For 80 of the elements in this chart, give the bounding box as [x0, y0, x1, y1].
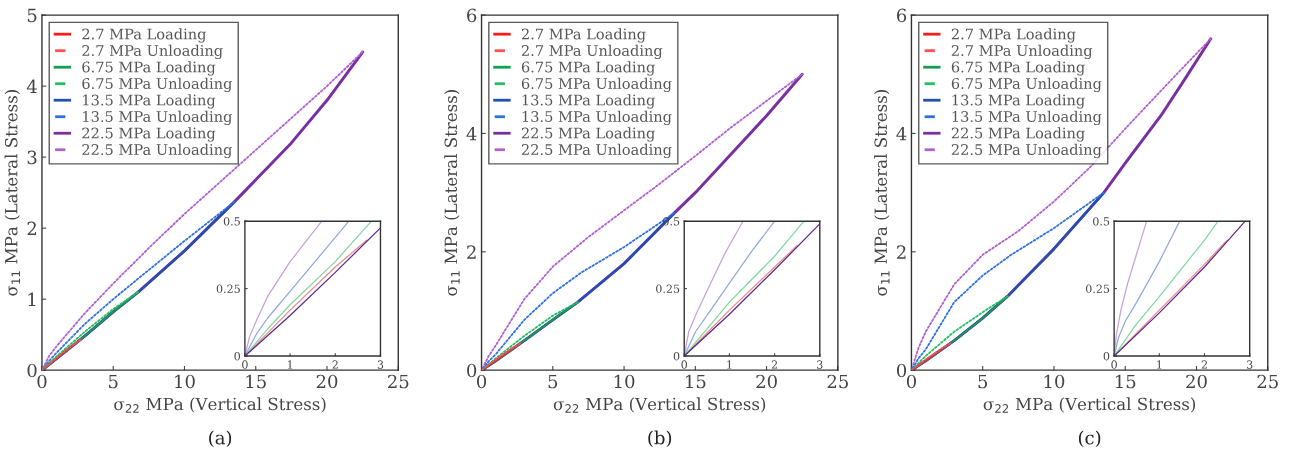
x-tick-label: 20: [1186, 374, 1207, 389]
x-tick-label: 10: [1044, 374, 1065, 389]
legend-label: 6.75 MPa Unloading: [951, 77, 1102, 93]
legend-label: 13.5 MPa Unloading: [83, 110, 232, 126]
x-tick-label: 0: [242, 360, 248, 369]
y-tick-label: 2: [27, 221, 37, 235]
x-tick-label: 15: [246, 374, 266, 389]
y-tick-label: 0.25: [1085, 284, 1110, 293]
y-axis-title: σ$_{11}$ MPa (Lateral Stress): [444, 90, 460, 296]
legend-label: 2.7 MPa Loading: [82, 28, 207, 43]
legend-label: 13.5 MPa Loading: [952, 94, 1085, 109]
y-tick-label: 4: [466, 126, 477, 141]
x-tick-label: 2: [332, 360, 338, 369]
y-tick-label: 0: [673, 351, 680, 361]
y-tick-label: 2: [897, 245, 906, 259]
y-tick-label: 0: [1103, 351, 1110, 361]
legend-label: 6.75 MPa Unloading: [521, 77, 672, 93]
legend-label: 22.5 MPa Loading: [82, 127, 216, 142]
legend-label: 2.7 MPa Loading: [521, 28, 646, 43]
x-tick-label: 15: [686, 374, 706, 389]
x-tick-label: 0: [1111, 360, 1117, 369]
legend-label: 2.7 MPa Loading: [951, 28, 1076, 43]
legend-label: 13.5 MPa Unloading: [952, 110, 1102, 126]
x-tick-label: 0: [37, 374, 47, 389]
legend-label: 2.7 MPa Unloading: [951, 44, 1093, 60]
y-tick-label: 1: [28, 292, 36, 307]
y-tick-label: 6: [467, 8, 477, 23]
x-tick-label: 3: [377, 360, 384, 369]
y-axis-title: σ$_{11}$ MPa (Lateral Stress): [874, 90, 890, 296]
x-tick-label: 5: [109, 374, 118, 389]
text: (c): [1078, 430, 1101, 448]
legend-label: 6.75 MPa Loading: [521, 61, 655, 76]
text: (a): [209, 430, 232, 448]
x-tick-label: 2: [771, 360, 778, 369]
x-tick-label: 3: [1247, 360, 1253, 369]
y-tick-label: 0: [234, 351, 240, 361]
y-tick-label: 0.25: [216, 284, 240, 293]
x-tick-label: 1: [1157, 360, 1162, 369]
legend-label: 13.5 MPa Loading: [83, 94, 216, 109]
x-tick-label: 5: [978, 374, 988, 389]
y-tick-label: 6: [897, 8, 907, 23]
x-tick-label: 25: [827, 374, 848, 389]
legend-label: 6.75 MPa Loading: [951, 61, 1085, 76]
x-tick-label: 3: [817, 360, 823, 369]
x-tick-label: 0: [681, 360, 688, 369]
y-tick-label: 0.25: [656, 284, 680, 293]
legend-label: 22.5 MPa Unloading: [951, 143, 1102, 159]
x-tick-label: 10: [614, 374, 635, 389]
legend-label: 13.5 MPa Unloading: [522, 110, 672, 126]
y-tick-label: 4: [896, 126, 907, 141]
text: (b): [648, 430, 672, 448]
legend-label: 13.5 MPa Loading: [522, 94, 655, 109]
legend-label: 22.5 MPa Unloading: [521, 143, 672, 159]
y-tick-label: 0.5: [223, 217, 240, 226]
legend-label: 6.75 MPa Unloading: [82, 77, 232, 93]
y-tick-label: 3: [27, 150, 37, 165]
x-tick-label: 20: [756, 374, 777, 389]
x-tick-label: 2: [1201, 360, 1207, 369]
x-tick-label: 15: [1115, 374, 1136, 389]
x-axis-title: σ$_{22}$ MPa (Vertical Stress): [983, 397, 1196, 413]
legend-label: 22.5 MPa Loading: [521, 127, 655, 142]
x-tick-label: 25: [388, 374, 409, 389]
x-tick-label: 1: [727, 360, 732, 369]
x-tick-label: 20: [316, 374, 338, 389]
x-axis-title: σ$_{22}$ MPa (Vertical Stress): [553, 397, 766, 413]
x-tick-label: 25: [1257, 374, 1278, 389]
y-tick-label: 2: [467, 245, 476, 259]
y-tick-label: 4: [26, 79, 37, 93]
y-axis-title: σ$_{11}$ MPa (Lateral Stress): [4, 90, 21, 296]
y-tick-label: 5: [27, 8, 37, 23]
legend-label: 6.75 MPa Loading: [82, 61, 216, 76]
x-tick-label: 1: [287, 360, 293, 369]
legend-label: 2.7 MPa Unloading: [82, 44, 223, 60]
legend-label: 22.5 MPa Unloading: [82, 143, 232, 159]
legend-label: 2.7 MPa Unloading: [521, 44, 663, 60]
x-tick-label: 5: [548, 374, 558, 389]
x-axis-title: σ$_{22}$ MPa (Vertical Stress): [114, 397, 326, 413]
y-tick-label: 0.5: [1093, 217, 1110, 226]
legend-label: 22.5 MPa Loading: [951, 127, 1085, 142]
x-tick-label: 10: [175, 374, 195, 389]
